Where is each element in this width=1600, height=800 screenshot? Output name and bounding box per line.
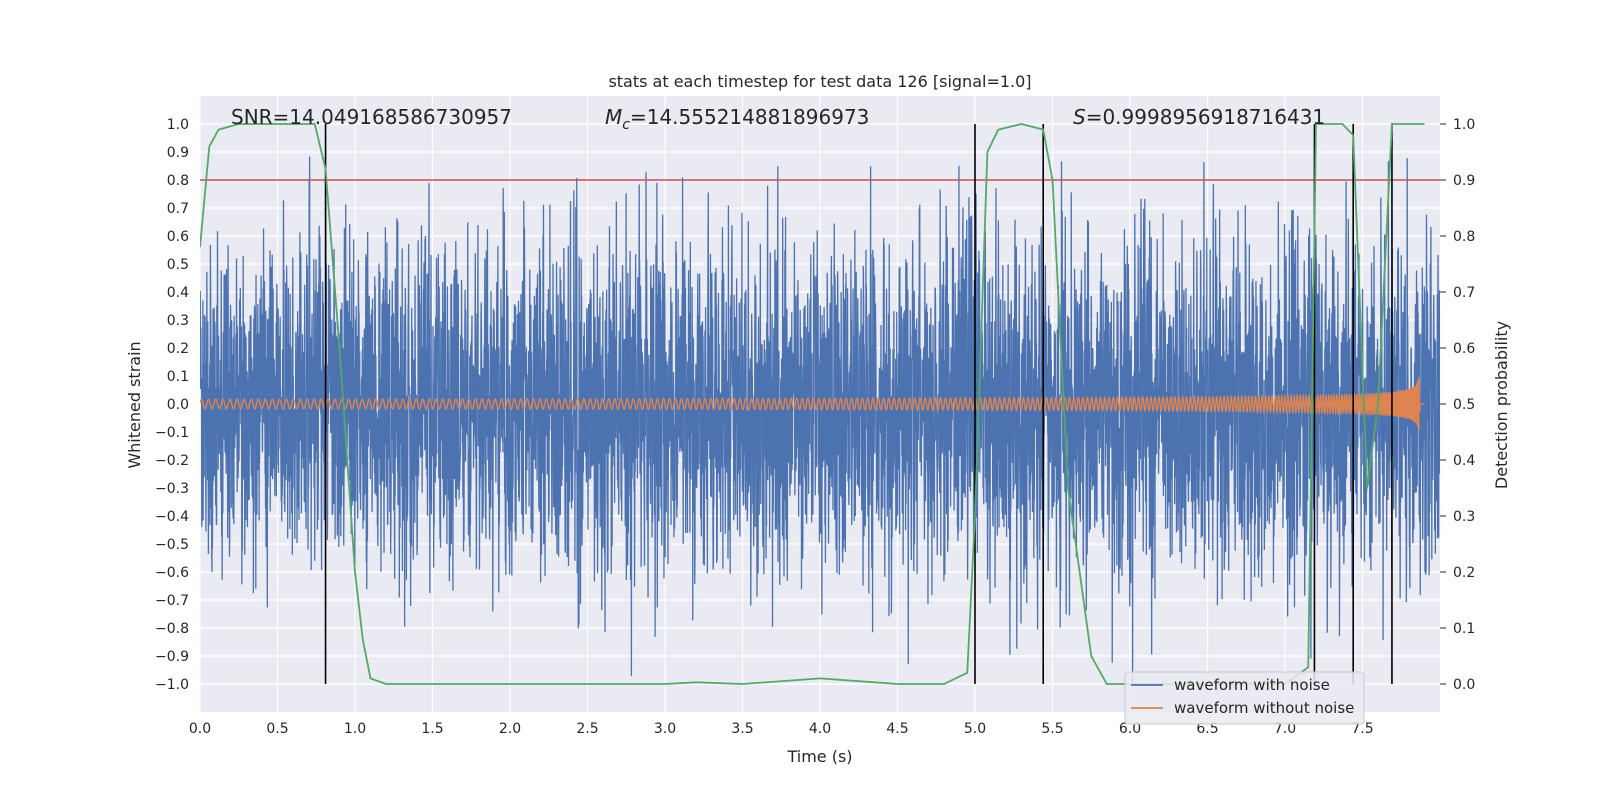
x-tick-label: 2.5 (576, 721, 598, 737)
x-tick-labels: 0.0 0.5 1.0 1.5 2.0 2.5 3.0 3.5 4.0 4.5 5.0 5.5 6.0 6… (189, 721, 1374, 737)
x-tick-label: 5.5 (1041, 721, 1063, 737)
chirp-mass-subscript: c (622, 117, 630, 133)
x-tick-label: 4.5 (886, 721, 908, 737)
legend-label-clean: waveform without noise (1174, 699, 1354, 717)
series-layer (200, 123, 1440, 685)
x-tick-label: 6.5 (1196, 721, 1218, 737)
chirp-mass-value: =14.555214881896973 (630, 105, 869, 129)
snr-annotation: SNR=14.049168586730957 (231, 105, 512, 129)
y-tick-label: −0.4 (155, 509, 189, 525)
s-value: =0.9998956918716431 (1086, 105, 1325, 129)
legend: waveform with noise waveform without noi… (1124, 671, 1365, 725)
y-tick-label: 0.2 (167, 341, 189, 357)
s-annotation: S=0.9998956918716431 (1073, 105, 1325, 129)
y-tick-label: −1.0 (155, 677, 189, 693)
series-detection-probability (200, 123, 1425, 685)
y-tick-label: 0.0 (167, 397, 189, 413)
series-waveform-without-noise (200, 376, 1425, 431)
x-tick-label: 2.0 (499, 721, 521, 737)
y2-tick-label: 0.5 (1453, 397, 1475, 413)
y-tick-label: 0.3 (167, 313, 189, 329)
x-tick-label: 3.0 (654, 721, 676, 737)
y-tick-label: −0.3 (155, 481, 189, 497)
y2-tick-label: 0.8 (1453, 229, 1475, 245)
x-axis-label: Time (s) (786, 747, 852, 766)
y-tick-label: 0.6 (167, 229, 189, 245)
x-tick-label: 1.0 (344, 721, 366, 737)
y2-tick-label: 0.2 (1453, 565, 1475, 581)
y-tick-label: 0.4 (167, 285, 189, 301)
s-symbol: S (1073, 105, 1086, 129)
y-tick-label: −0.8 (155, 621, 189, 637)
y-tick-label: −0.5 (155, 537, 189, 553)
y-tick-label: −0.6 (155, 565, 189, 581)
x-tick-label: 0.5 (266, 721, 288, 737)
y2-tick-labels: 1.0 0.9 0.8 0.7 0.6 0.5 0.4 0.3 0.2 0.1 0.0 (1453, 117, 1475, 693)
y-tick-label: 0.9 (167, 145, 189, 161)
y-tick-label: −0.2 (155, 453, 189, 469)
x-tick-label: 7.5 (1351, 721, 1373, 737)
chart-title: stats at each timestep for test data 126… (608, 72, 1031, 91)
y-tick-label: −0.7 (155, 593, 189, 609)
y2-tick-label: 0.0 (1453, 677, 1475, 693)
y-tick-label: 0.8 (167, 173, 189, 189)
y2-axis-label: Detection probability (1492, 321, 1511, 489)
y-tick-labels: 1.0 0.9 0.8 0.7 0.6 0.5 0.4 0.3 0.2 0.1 0.0 −0.1 −0.… (155, 117, 189, 693)
legend-label-noise: waveform with noise (1174, 676, 1330, 694)
x-tick-label: 5.0 (964, 721, 986, 737)
chirp-mass-symbol: M (605, 105, 622, 129)
y2-tick-label: 0.4 (1453, 453, 1475, 469)
x-tick-label: 6.0 (1119, 721, 1141, 737)
x-tick-label: 1.5 (421, 721, 443, 737)
y2-tick-label: 0.9 (1453, 173, 1475, 189)
legend-box (1124, 671, 1365, 725)
y-tick-label: 0.1 (167, 369, 189, 385)
x-tick-label: 0.0 (189, 721, 211, 737)
y-tick-label: 0.5 (167, 257, 189, 273)
series-waveform-with-noise (200, 156, 1440, 683)
chirp-mass-annotation: Mc=14.555214881896973 (605, 105, 869, 133)
y2-tick-label: 1.0 (1453, 117, 1475, 133)
y-tick-label: 1.0 (167, 117, 189, 133)
y2-tick-label: 0.1 (1453, 621, 1475, 637)
x-tick-label: 3.5 (731, 721, 753, 737)
y-axis-label: Whitened strain (125, 341, 144, 468)
x-tick-label: 7.0 (1274, 721, 1296, 737)
x-tick-label: 4.0 (809, 721, 831, 737)
y2-tick-label: 0.3 (1453, 509, 1475, 525)
y2-tick-label: 0.7 (1453, 285, 1475, 301)
y2-tick-label: 0.6 (1453, 341, 1475, 357)
y-tick-label: −0.1 (155, 425, 189, 441)
y-tick-label: −0.9 (155, 649, 189, 665)
y-tick-label: 0.7 (167, 201, 189, 217)
